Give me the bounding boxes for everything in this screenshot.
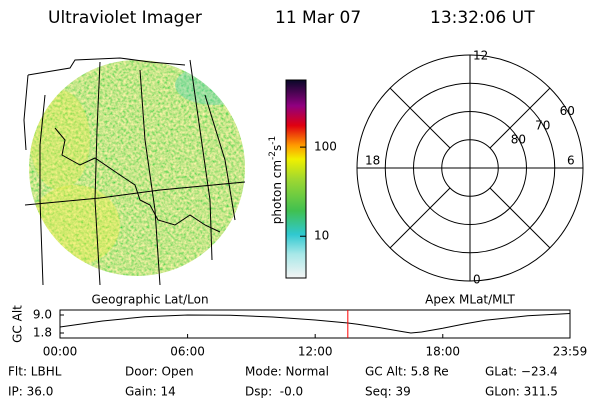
mlt-label: 12 (473, 49, 488, 63)
unit: s (270, 145, 284, 151)
altitude-curve (59, 313, 571, 334)
x-tick-label: 06:00 (170, 345, 205, 359)
footer-field: Gain: 14 (125, 385, 176, 399)
mlt-label: 0 (473, 273, 481, 287)
footer-field: GC Alt: 5.8 Re (365, 365, 449, 379)
y-tick-label: 9.0 (33, 308, 52, 322)
footer-field: Dsp: -0.0 (245, 385, 303, 399)
x-tick-label: 12:00 (298, 345, 333, 359)
altitude-ylabel: GC Alt (11, 305, 25, 343)
colorbar (285, 79, 307, 279)
unit: photon cm (270, 160, 284, 224)
mlt-label: 18 (365, 154, 380, 168)
altitude-frame (59, 309, 571, 339)
footer-field: Mode: Normal (245, 365, 329, 379)
x-tick-label: 00:00 (43, 345, 78, 359)
footer-field: IP: 36.0 (8, 385, 53, 399)
unit-exp: -2 (268, 151, 278, 160)
header-title: Ultraviolet Imager (48, 8, 202, 28)
image-caption: Geographic Lat/Lon (91, 293, 208, 307)
x-tick-label: 18:00 (425, 345, 460, 359)
x-tick-label: 23:59 (553, 345, 588, 359)
footer-field: GLon: 311.5 (485, 385, 558, 399)
footer-field: Seq: 39 (365, 385, 411, 399)
colorbar-tick-label: 10 (314, 229, 329, 243)
colorbar-label: photon cm-2s-1 (268, 136, 284, 225)
colorbar-tick-label: 100 (314, 140, 337, 154)
unit-exp: -1 (268, 136, 278, 145)
polar-caption: Apex MLat/MLT (425, 293, 515, 307)
lat-label: 60 (560, 104, 575, 118)
y-tick-label: 1.8 (33, 326, 52, 340)
footer-field: Flt: LBHL (8, 365, 62, 379)
diagonal (389, 87, 451, 149)
diagonal (489, 87, 551, 149)
mlt-label: 6 (567, 154, 575, 168)
uv-image (23, 57, 246, 286)
header-time: 13:32:06 UT (430, 8, 535, 28)
footer-field: Door: Open (125, 365, 194, 379)
header-date: 11 Mar 07 (275, 8, 361, 28)
diagonal (389, 187, 451, 249)
diagonal (489, 187, 551, 249)
footer-field: GLat: −23.4 (485, 365, 558, 379)
